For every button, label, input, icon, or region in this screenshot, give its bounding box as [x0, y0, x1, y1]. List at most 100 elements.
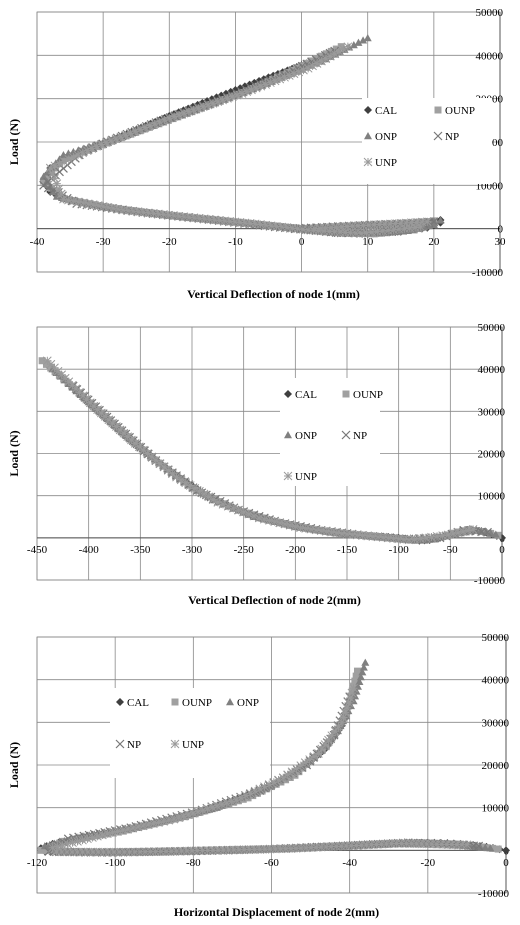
data-point	[292, 764, 301, 774]
data-point	[108, 828, 117, 837]
data-point	[184, 213, 194, 222]
data-point	[260, 782, 269, 792]
data-point	[306, 524, 316, 534]
data-point	[356, 673, 365, 681]
data-point	[52, 192, 61, 200]
data-point	[160, 115, 169, 125]
data-point	[67, 847, 77, 857]
data-point	[438, 531, 448, 540]
data-point	[174, 813, 183, 823]
data-point	[317, 744, 327, 754]
data-point	[159, 210, 169, 219]
data-point	[251, 83, 261, 93]
y-tick-label: 50000	[476, 7, 504, 19]
data-point	[432, 531, 442, 541]
x-axis-title: Horizontal Displacement of node 2(mm)	[174, 905, 379, 919]
data-point	[284, 71, 294, 80]
x-tick-label: -40	[30, 236, 45, 248]
data-point	[312, 59, 322, 68]
data-point	[415, 534, 425, 543]
data-point	[324, 226, 334, 236]
data-point	[375, 220, 384, 229]
data-point	[143, 820, 153, 830]
data-point	[187, 846, 197, 856]
data-point	[378, 533, 388, 542]
data-point	[223, 501, 233, 511]
data-point	[336, 841, 346, 851]
data-point	[347, 688, 357, 698]
legend-label: UNP	[375, 157, 397, 169]
data-point	[58, 837, 68, 847]
data-point	[391, 219, 400, 228]
legend-label: OUNP	[353, 389, 383, 401]
data-point	[347, 530, 357, 539]
data-point	[281, 844, 291, 854]
data-point	[97, 140, 106, 149]
data-point	[367, 227, 377, 237]
data-point	[213, 845, 223, 855]
data-point	[182, 846, 192, 856]
data-point	[432, 839, 442, 849]
data-point	[405, 223, 415, 233]
data-point	[339, 713, 348, 722]
data-point	[270, 517, 280, 527]
data-point	[300, 758, 310, 767]
y-tick-label: 40000	[478, 364, 506, 376]
data-point	[321, 527, 331, 536]
legend-marker	[341, 430, 351, 440]
y-tick-label: -10000	[472, 267, 504, 279]
data-point	[382, 839, 391, 849]
data-point	[250, 219, 260, 229]
data-point	[58, 840, 67, 850]
data-point	[277, 222, 287, 232]
data-point	[56, 189, 66, 199]
y-axis-title: Load (N)	[7, 742, 21, 788]
data-point	[255, 784, 265, 794]
legend-marker	[434, 106, 442, 114]
data-point	[352, 841, 361, 850]
data-point	[296, 843, 306, 853]
data-point	[134, 442, 144, 452]
series-unp	[45, 42, 432, 238]
data-point	[383, 226, 393, 235]
y-tick-label: 0	[498, 224, 504, 236]
data-point	[82, 146, 92, 156]
data-point	[265, 516, 274, 525]
data-point	[130, 126, 140, 136]
data-point	[275, 74, 285, 84]
data-point	[135, 125, 145, 134]
data-point	[332, 528, 342, 538]
legend-marker	[171, 698, 179, 706]
data-point	[309, 752, 319, 761]
data-point	[114, 847, 124, 857]
data-point	[250, 845, 259, 854]
data-point	[394, 534, 404, 544]
data-point	[288, 66, 298, 75]
data-point	[260, 844, 270, 854]
data-point	[266, 78, 275, 88]
data-point	[311, 525, 321, 535]
legend-marker	[283, 471, 293, 481]
data-point	[133, 822, 143, 832]
x-tick-label: -30	[96, 236, 111, 248]
data-point	[280, 72, 289, 82]
legend-label: CAL	[375, 105, 397, 117]
data-point	[48, 186, 58, 195]
data-point	[42, 356, 52, 366]
x-tick-label: 0	[503, 857, 509, 869]
data-point	[118, 825, 128, 835]
data-point	[179, 212, 189, 222]
data-point	[93, 831, 102, 841]
data-point	[198, 102, 208, 111]
data-point	[192, 846, 202, 856]
data-point	[161, 847, 171, 856]
data-point	[204, 492, 214, 502]
data-point	[73, 150, 83, 160]
data-point	[151, 847, 160, 856]
data-point	[397, 839, 406, 848]
data-point	[184, 107, 194, 116]
legend-label: NP	[445, 131, 459, 143]
y-tick-label: 30000	[482, 717, 510, 729]
data-point	[316, 842, 326, 852]
